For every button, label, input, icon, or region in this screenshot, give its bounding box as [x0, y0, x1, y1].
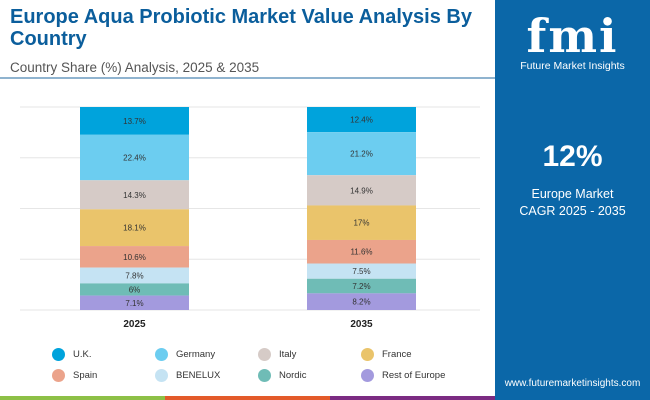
- stacked-bar-chart: 13.7% 22.4% 14.3% 18.1% 10.6% 7.8% 6% 7.1% 2025 1…: [20, 106, 480, 330]
- chart-title: Europe Aqua Probiotic Market Value Analy…: [10, 6, 472, 50]
- logo-mark: fmi: [526, 9, 619, 63]
- legend-item: France: [361, 348, 464, 361]
- cagr-label: Europe Market CAGR 2025 - 2035: [495, 186, 650, 220]
- data-label: 14.9%: [350, 186, 373, 195]
- legend-label: Nordic: [279, 370, 307, 381]
- logo-name: Future Market Insights: [520, 60, 625, 72]
- legend-label: France: [382, 349, 412, 360]
- legend-label: Spain: [73, 370, 98, 381]
- legend-item: Germany: [155, 348, 258, 361]
- bar-segment: [80, 180, 189, 210]
- data-label: 18.1%: [123, 224, 146, 233]
- legend-item: Rest of Europe: [361, 369, 464, 382]
- legend-item: Italy: [258, 348, 361, 361]
- data-label: 7.1%: [125, 299, 143, 308]
- bar-segment: [80, 209, 189, 247]
- legend-label: BENELUX: [176, 370, 221, 381]
- bar-segment: [80, 267, 189, 284]
- cagr-label-region: Europe Market: [531, 187, 614, 201]
- data-label: 21.2%: [350, 150, 373, 159]
- legend-swatch: [155, 369, 168, 382]
- legend-item: U.K.: [52, 348, 155, 361]
- bar-segment: [307, 175, 416, 206]
- legend-swatch: [155, 348, 168, 361]
- data-label: 7.2%: [352, 282, 370, 291]
- legend-label: U.K.: [73, 349, 92, 360]
- x-tick-label: 2025: [123, 319, 146, 330]
- x-tick-label: 2035: [350, 319, 373, 330]
- bar-segment: [307, 263, 416, 279]
- side-panel: fmi Future Market Insights 12% Europe Ma…: [495, 0, 650, 400]
- bar-segment: [307, 239, 416, 264]
- fmi-logo: fmi Future Market Insights: [515, 12, 630, 72]
- data-label: 13.7%: [123, 117, 146, 126]
- data-label: 11.6%: [350, 248, 372, 257]
- cagr-value: 12%: [542, 140, 603, 173]
- bar-segment: [80, 107, 189, 135]
- bar-segment: [307, 107, 416, 133]
- legend-item: BENELUX: [155, 369, 258, 382]
- bottom-bar-purple: [330, 396, 495, 400]
- data-label: 10.6%: [123, 253, 146, 262]
- bar-segment: [80, 295, 189, 310]
- divider: [0, 77, 495, 79]
- chart-subtitle: Country Share (%) Analysis, 2025 & 2035: [10, 60, 260, 75]
- legend-item: Spain: [52, 369, 155, 382]
- data-label: 8.2%: [352, 298, 370, 307]
- legend-swatch: [361, 348, 374, 361]
- legend-swatch: [361, 369, 374, 382]
- legend-label: Germany: [176, 349, 216, 360]
- data-label: 6%: [129, 285, 141, 294]
- data-label: 7.8%: [125, 271, 143, 280]
- legend-item: Nordic: [258, 369, 361, 382]
- website-link[interactable]: www.futuremarketinsights.com: [504, 378, 641, 389]
- legend-swatch: [52, 348, 65, 361]
- cagr-label-period: CAGR 2025 - 2035: [519, 204, 626, 218]
- data-label: 7.5%: [352, 267, 370, 276]
- bar-segment: [307, 293, 416, 310]
- legend-label: Italy: [279, 349, 297, 360]
- legend-swatch: [52, 369, 65, 382]
- data-label: 17%: [353, 219, 369, 228]
- bottom-bar-green: [0, 396, 165, 400]
- bar-segment: [80, 246, 189, 268]
- bar-segment: [307, 132, 416, 176]
- bar-segment: [307, 205, 416, 240]
- data-label: 12.4%: [350, 116, 373, 125]
- bar-segment: [80, 134, 189, 181]
- bar-segment: [80, 283, 189, 296]
- data-label: 14.3%: [123, 191, 146, 200]
- legend: U.K. Germany Italy France Spain BENELUX Nordic…: [52, 348, 472, 382]
- legend-label: Rest of Europe: [382, 370, 446, 381]
- bottom-bar-orange: [165, 396, 330, 400]
- legend-swatch: [258, 369, 271, 382]
- data-label: 22.4%: [123, 154, 146, 163]
- bar-segment: [307, 278, 416, 294]
- legend-swatch: [258, 348, 271, 361]
